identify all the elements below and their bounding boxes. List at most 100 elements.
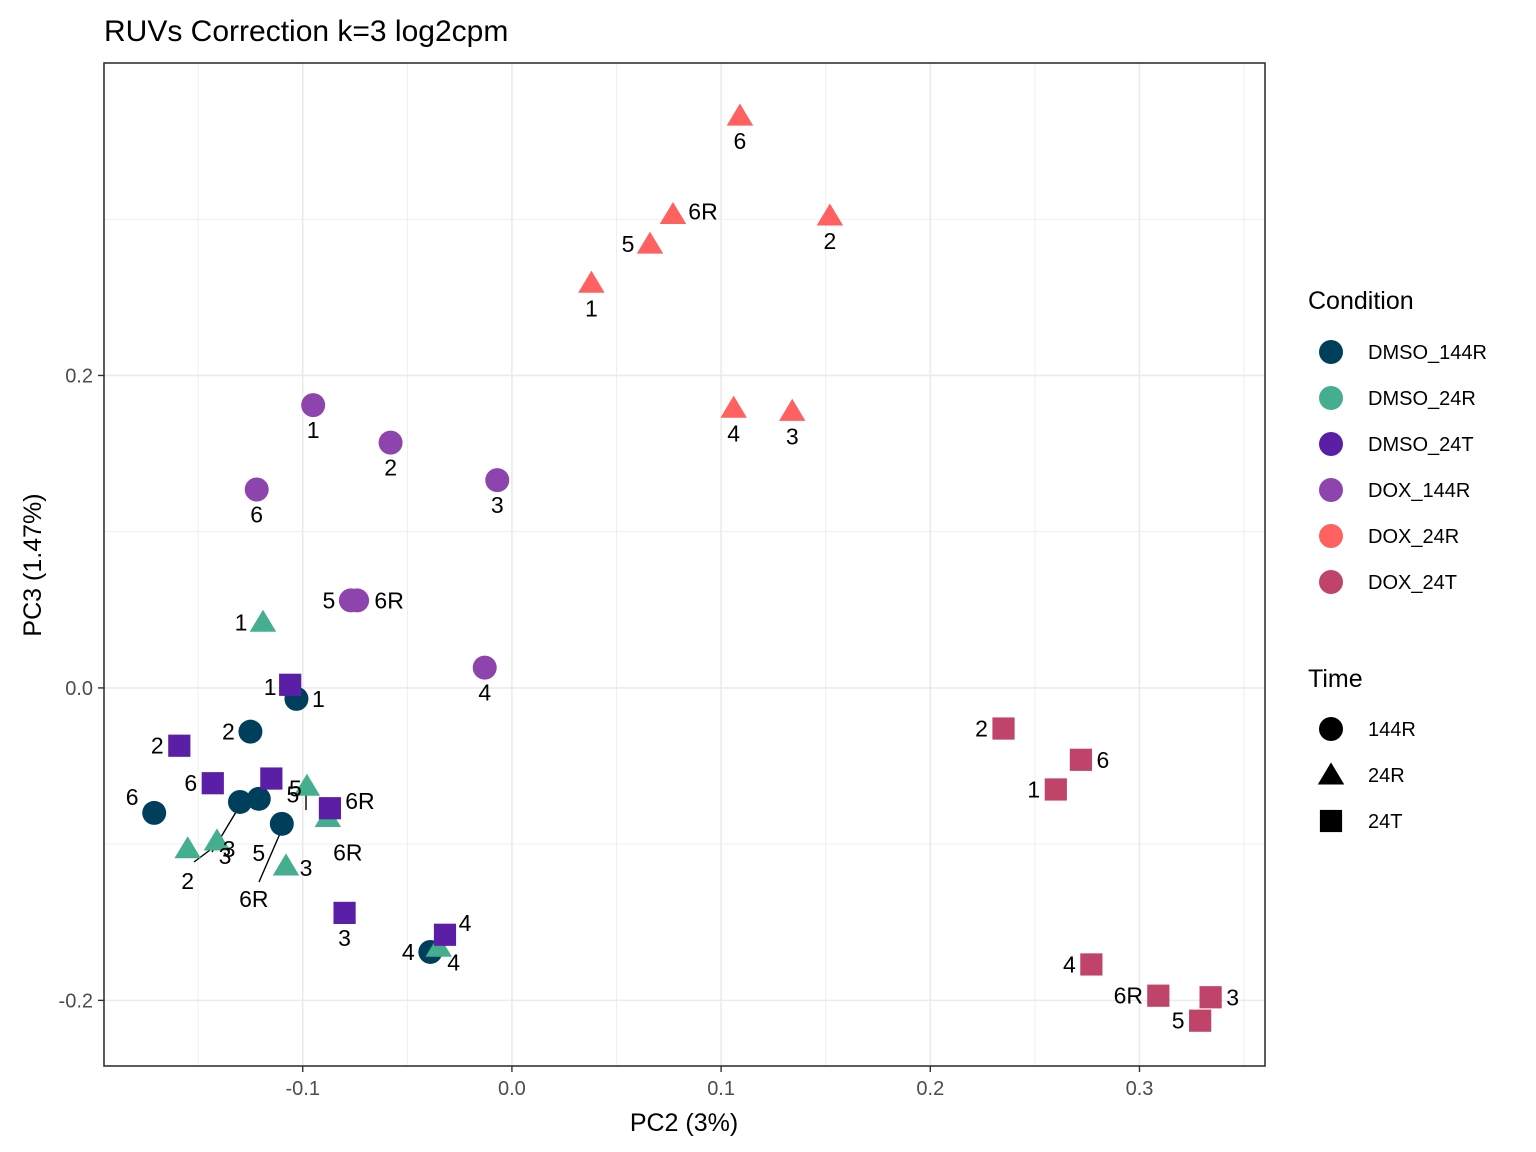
- legend-label: 24R: [1368, 765, 1405, 787]
- point-dox-24t: [1189, 1009, 1212, 1032]
- point-label-dox-24r: 6R: [688, 199, 717, 225]
- y-tick-label: 0.2: [65, 365, 93, 387]
- point-dmso-144r: [246, 786, 271, 811]
- point-label-dox-24r: 1: [585, 295, 598, 321]
- point-dmso-24r: [203, 828, 231, 851]
- point-dox-24r: [659, 201, 687, 224]
- point-label-dmso-144r: 6R: [239, 886, 268, 912]
- point-dox-24r: [636, 231, 664, 254]
- point-dox-24t: [992, 717, 1015, 740]
- legend-key-dox-144r: [1319, 478, 1343, 502]
- point-dmso-144r: [269, 811, 294, 836]
- point-label-dmso-24r: 4: [447, 949, 460, 975]
- point-dox-144r: [378, 430, 403, 455]
- point-label-dmso-144r: 4: [402, 939, 415, 965]
- legend-title-condition: Condition: [1308, 287, 1414, 315]
- point-label-dmso-24r: 3: [223, 836, 236, 862]
- point-dmso-24r: [174, 836, 201, 859]
- y-tick-label: 0.0: [65, 678, 93, 700]
- point-label-dox-24t: 5: [1172, 1008, 1185, 1034]
- point-dmso-24r: [272, 853, 300, 876]
- point-dox-24r: [578, 270, 605, 293]
- legend-key-triangle-icon: [1317, 762, 1345, 785]
- point-label-dmso-24t: 6R: [345, 788, 374, 814]
- point-dox-144r: [301, 393, 326, 418]
- legend: Condition DMSO_144R DMSO_24R DMSO_24T DOX_14…: [1308, 287, 1487, 833]
- point-dmso-144r: [142, 800, 167, 825]
- point-label-dmso-24t: 6: [184, 770, 197, 796]
- point-label-dox-24t: 6R: [1114, 983, 1143, 1009]
- point-label-dox-24r: 5: [622, 231, 635, 257]
- legend-key-square-icon: [1319, 809, 1343, 833]
- point-dox-144r: [345, 588, 370, 613]
- x-tick-label: 0.0: [498, 1078, 526, 1100]
- point-dmso-144r: [227, 789, 252, 814]
- point-dmso-24t: [333, 901, 356, 924]
- legend-label: DMSO_24T: [1368, 434, 1474, 456]
- point-label-dox-24r: 4: [727, 420, 740, 446]
- point-label-dox-24t: 1: [1027, 776, 1040, 802]
- point-dmso-24t: [279, 673, 302, 696]
- point-label-dox-144r: 6R: [374, 587, 403, 613]
- point-label-dmso-24t: 1: [264, 674, 277, 700]
- point-label-dmso-24r: 1: [235, 609, 248, 635]
- point-label-dmso-144r: 2: [222, 719, 235, 745]
- legend-label: DOX_24T: [1368, 572, 1457, 594]
- point-dmso-24t: [318, 797, 342, 820]
- point-dox-24r: [720, 395, 747, 418]
- x-tick-label: 0.1: [707, 1078, 735, 1100]
- legend-label: DOX_24R: [1368, 526, 1459, 548]
- point-dmso-24r: [293, 773, 321, 796]
- plot-panel-border: [103, 62, 1266, 1067]
- point-label-dox-24t: 3: [1226, 984, 1239, 1010]
- point-label-dox-144r: 4: [478, 680, 491, 706]
- point-label-dox-24t: 6: [1097, 747, 1110, 773]
- point-dox-24t: [1044, 778, 1067, 801]
- x-tick-label: -0.1: [285, 1078, 319, 1100]
- legend-key-dox-24r: [1319, 524, 1343, 548]
- point-label-dox-144r: 1: [307, 417, 320, 443]
- point-label-dmso-144r: 1: [312, 686, 325, 712]
- point-label-dmso-144r: 6: [126, 784, 139, 810]
- point-label-dox-24r: 2: [823, 228, 836, 254]
- legend-key-dmso-24r: [1319, 386, 1343, 410]
- point-label-dmso-24r: 5: [287, 781, 300, 807]
- legend-key-dmso-144r: [1319, 340, 1343, 364]
- point-label-dox-24t: 2: [975, 716, 988, 742]
- point-label-dox-24t: 4: [1063, 951, 1076, 977]
- point-dmso-24t: [201, 772, 224, 795]
- point-label-dmso-24t: 5: [289, 776, 302, 802]
- point-label-dox-24r: 6: [734, 128, 747, 154]
- point-dox-144r: [485, 468, 510, 493]
- point-label-dmso-24t: 4: [459, 910, 472, 936]
- legend-label: DMSO_24R: [1368, 388, 1476, 410]
- point-label-dmso-24t: 3: [338, 925, 351, 951]
- label-leader-line: [258, 828, 283, 883]
- axis-ticks: -0.1 0.0 0.1 0.2 0.3 -0.2 0.0 0.2: [59, 365, 1154, 1100]
- legend-key-dox-24t: [1319, 570, 1343, 594]
- point-label-dmso-144r: 5: [252, 840, 265, 866]
- point-label-dox-144r: 6: [250, 502, 263, 528]
- point-dox-24t: [1069, 748, 1093, 771]
- point-dmso-24t: [260, 767, 283, 790]
- point-dox-144r: [472, 655, 497, 680]
- point-dox-24t: [1080, 953, 1103, 976]
- point-label-dmso-24r: 3: [300, 855, 313, 881]
- point-dox-24t: [1147, 984, 1170, 1007]
- point-dmso-144r: [238, 719, 263, 744]
- point-label-dmso-144r: 3: [219, 843, 232, 869]
- legend-key-dmso-24t: [1319, 432, 1343, 456]
- point-dox-24r: [779, 398, 806, 421]
- legend-label: 24T: [1368, 811, 1402, 833]
- legend-label: 144R: [1368, 719, 1416, 741]
- point-label-dox-144r: 2: [384, 455, 397, 481]
- point-dmso-24t: [433, 923, 457, 946]
- legend-label: DMSO_144R: [1368, 342, 1487, 364]
- point-label-dmso-24t: 2: [151, 733, 164, 759]
- legend-title-time: Time: [1308, 665, 1363, 693]
- label-leader-line: [193, 849, 211, 863]
- point-dox-24r: [816, 203, 844, 226]
- point-label-dmso-24r: 2: [181, 868, 194, 894]
- point-dox-144r: [244, 477, 269, 502]
